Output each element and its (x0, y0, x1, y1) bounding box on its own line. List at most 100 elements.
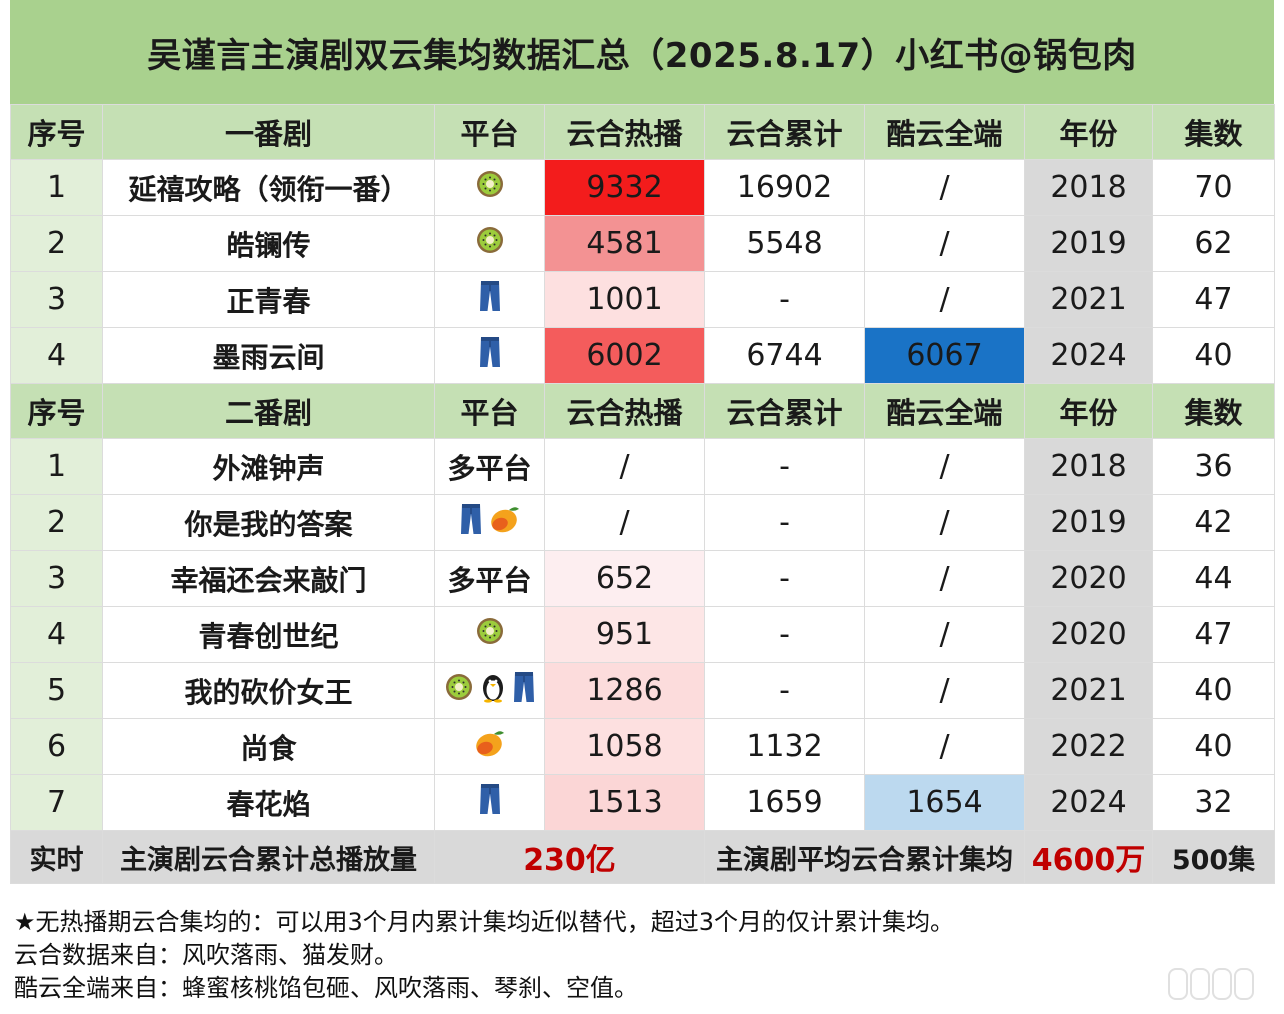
mango-icon (489, 504, 521, 542)
kiwi-icon (444, 672, 474, 710)
kuyun-all-value: / (864, 662, 1025, 719)
drama-title: 正青春 (102, 271, 435, 328)
footnote-line: 酷云全端来自：蜂蜜核桃馅包砸、风吹落雨、琴刹、空值。 (14, 974, 638, 1002)
lead-col-yunhe-cumulative-header: 云合累计 (704, 104, 865, 160)
platform-label: 多平台 (447, 563, 532, 597)
row-index: 3 (10, 550, 103, 607)
yunhe-hot-value: 1001 (544, 271, 705, 328)
second-col-year-header: 年份 (1024, 383, 1153, 439)
platform-cell (434, 718, 545, 775)
year-value: 2020 (1024, 606, 1153, 663)
summary-sheet: 吴谨言主演剧双云集均数据汇总（2025.8.17）小红书@锅包肉 序号 一番剧 平台… (10, 0, 1275, 1014)
drama-title: 墨雨云间 (102, 327, 435, 384)
yunhe-hot-value: 1058 (544, 718, 705, 775)
platform-label: 多平台 (447, 451, 532, 485)
yunhe-cumulative-value: - (704, 550, 865, 607)
average-value: 4600万 (1024, 830, 1153, 884)
watermark-icon (1168, 968, 1254, 1000)
year-value: 2018 (1024, 438, 1153, 495)
platform-cell: 多平台 (434, 438, 545, 495)
yunhe-cumulative-value: 6744 (704, 327, 865, 384)
kuyun-all-value: / (864, 494, 1025, 551)
kuyun-all-value: / (864, 718, 1025, 775)
jeans-icon (478, 279, 502, 321)
episodes-value: 36 (1152, 438, 1275, 495)
row-index: 3 (10, 271, 103, 328)
lead-col-episodes-header: 集数 (1152, 104, 1275, 160)
yunhe-cumulative-value: 1659 (704, 774, 865, 831)
kuyun-all-value: / (864, 606, 1025, 663)
kiwi-icon (475, 169, 505, 207)
kiwi-icon (475, 225, 505, 263)
platform-cell (434, 774, 545, 831)
second-col-episodes-header: 集数 (1152, 383, 1275, 439)
episodes-value: 40 (1152, 718, 1275, 775)
row-index: 4 (10, 327, 103, 384)
footnotes: ★无热播期云合集均的：可以用3个月内累计集均近似替代，超过3个月的仅计累计集均。… (14, 906, 1264, 1005)
second-col-yunhe-hot-header: 云合热播 (544, 383, 705, 439)
second-col-index-header: 序号 (10, 383, 103, 439)
yunhe-hot-value: 1286 (544, 662, 705, 719)
episodes-value: 62 (1152, 215, 1275, 272)
drama-title: 延禧攻略（领衔一番） (102, 159, 435, 216)
jeans-icon (512, 670, 536, 712)
episodes-value: 47 (1152, 606, 1275, 663)
second-col-platform-header: 平台 (434, 383, 545, 439)
episodes-value: 47 (1152, 271, 1275, 328)
year-value: 2019 (1024, 494, 1153, 551)
platform-cell (434, 327, 545, 384)
episodes-total: 500集 (1152, 830, 1275, 884)
yunhe-cumulative-value: - (704, 494, 865, 551)
summary-label: 实时 (10, 830, 103, 884)
yunhe-hot-value: 1513 (544, 774, 705, 831)
platform-cell (434, 159, 545, 216)
row-index: 2 (10, 494, 103, 551)
second-table-row: 5 我的砍价女王 1286-/2021 40 (10, 662, 1275, 719)
yunhe-cumulative-value: 16902 (704, 159, 865, 216)
episodes-value: 42 (1152, 494, 1275, 551)
row-index: 6 (10, 718, 103, 775)
lead-table-row: 1 延禧攻略（领衔一番） 9332 16902/2018 70 (10, 159, 1275, 216)
second-table-row: 1 外滩钟声 多平台 / -/2018 36 (10, 438, 1275, 495)
drama-title: 外滩钟声 (102, 438, 435, 495)
drama-title: 尚食 (102, 718, 435, 775)
drama-table: 序号 一番剧 平台 云合热播 云合累计 酷云全端 年份 集数 1 延禧攻略（领衔一番） 9332 16… (10, 104, 1275, 884)
episodes-value: 70 (1152, 159, 1275, 216)
lead-table-row: 4 墨雨云间 6002 6744 6067 2024 40 (10, 327, 1275, 384)
yunhe-hot-value: 951 (544, 606, 705, 663)
kuyun-all-value: 6067 (864, 327, 1025, 384)
year-value: 2022 (1024, 718, 1153, 775)
lead-col-year-header: 年份 (1024, 104, 1153, 160)
lead-header-row: 序号 一番剧 平台 云合热播 云合累计 酷云全端 年份 集数 (10, 104, 1275, 160)
total-plays-label: 主演剧云合累计总播放量 (102, 830, 435, 884)
episodes-value: 40 (1152, 327, 1275, 384)
yunhe-hot-value: 4581 (544, 215, 705, 272)
platform-cell (434, 215, 545, 272)
second-table-row: 3 幸福还会来敲门 多平台 652-/2020 44 (10, 550, 1275, 607)
total-plays-value: 230亿 (434, 830, 705, 884)
yunhe-cumulative-value: - (704, 662, 865, 719)
year-value: 2024 (1024, 327, 1153, 384)
average-label: 主演剧平均云合累计集均 (704, 830, 1025, 884)
second-col-kuyun-all-header: 酷云全端 (864, 383, 1025, 439)
yunhe-cumulative-value: - (704, 438, 865, 495)
episodes-value: 40 (1152, 662, 1275, 719)
lead-col-index-header: 序号 (10, 104, 103, 160)
platform-cell (434, 662, 545, 719)
episodes-value: 44 (1152, 550, 1275, 607)
footnote-line: ★无热播期云合集均的：可以用3个月内累计集均近似替代，超过3个月的仅计累计集均。 (14, 908, 955, 936)
lead-col-platform-header: 平台 (434, 104, 545, 160)
platform-cell (434, 271, 545, 328)
row-index: 1 (10, 159, 103, 216)
second-header-row: 序号 二番剧 平台 云合热播 云合累计 酷云全端 年份 集数 (10, 383, 1275, 439)
jeans-icon (459, 502, 483, 544)
drama-title: 青春创世纪 (102, 606, 435, 663)
footnote-line: 云合数据来自：风吹落雨、猫发财。 (14, 941, 398, 969)
row-index: 1 (10, 438, 103, 495)
yunhe-cumulative-value: - (704, 606, 865, 663)
drama-title: 春花焰 (102, 774, 435, 831)
yunhe-cumulative-value: 1132 (704, 718, 865, 775)
lead-table-row: 2 皓镧传 4581 5548/2019 62 (10, 215, 1275, 272)
kuyun-all-value: / (864, 271, 1025, 328)
kuyun-all-value: / (864, 550, 1025, 607)
